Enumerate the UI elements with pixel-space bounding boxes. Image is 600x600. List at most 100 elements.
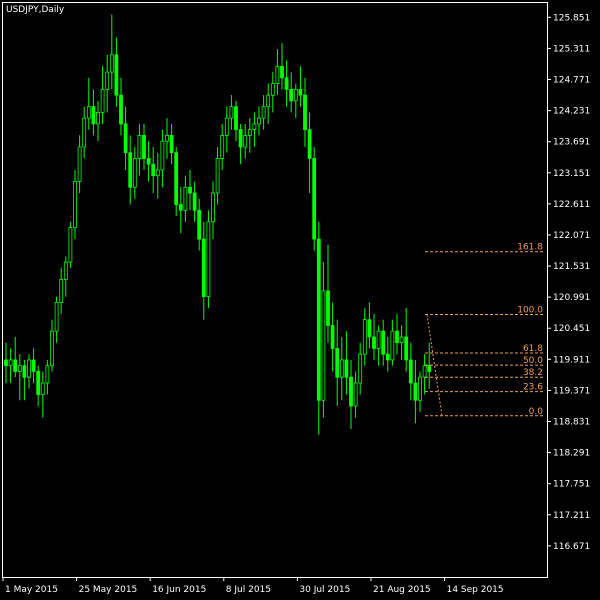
candle-body [146,158,151,165]
candle [50,319,54,372]
candle-body [91,106,96,125]
fibonacci-retracement: 161.8 100.0 61.8 50.0 38.2 23.6 0.0 [425,243,545,417]
candle-body [188,186,192,194]
y-tick-label: 123.691 [553,138,590,148]
candle-body [183,186,188,211]
candle-body [68,227,73,263]
candle-body [178,204,183,211]
candle [36,365,41,407]
candle [266,83,271,124]
candle [390,319,395,366]
candle [105,54,110,113]
fib-level-label: 100.0 [517,305,543,315]
y-tick-label: 120.991 [553,293,590,303]
candle-body [201,238,206,298]
candle-body [395,330,399,344]
candle-body [63,261,68,280]
candle-body [169,135,174,154]
candle [404,308,409,372]
chart-axes [2,2,548,578]
candle-body [289,88,294,102]
candle [238,123,243,165]
candle-body [27,359,31,378]
candle-body [137,135,142,159]
candle [211,181,215,240]
y-tick-label: 117.211 [553,511,590,521]
candle-body [312,158,317,240]
candle-body [422,365,427,378]
candle-body [73,181,77,228]
candle-body [413,382,418,401]
x-tick-label: 16 Jun 2015 [152,585,206,595]
fib-level-label: 38.2 [523,368,543,378]
candle-body [335,348,340,378]
candle [54,296,59,343]
candle-body [192,192,197,211]
candle [201,221,206,320]
candle-body [105,71,110,90]
candle [339,336,344,401]
fib-level-label: 61.8 [523,344,543,354]
candle [142,123,146,170]
candle-body [229,106,234,119]
candle-body [211,192,215,223]
candle [22,359,27,401]
candle [399,325,404,360]
candle [197,198,202,251]
candle [224,106,229,153]
candle [188,169,192,211]
candle [17,354,22,401]
candle-body [330,325,335,349]
candle-body [82,117,87,148]
candle-body [390,330,395,361]
candle [362,308,367,366]
candle-body [77,146,82,182]
candle [100,66,105,124]
candle-body [353,382,358,407]
y-tick-label: 116.671 [553,542,590,552]
candle [27,354,31,389]
candle-body [206,221,211,298]
candle [178,187,183,234]
candle [257,106,261,136]
candle [422,354,427,395]
candle [349,359,353,430]
candle [128,135,133,205]
candle [206,210,211,309]
x-tick-label: 30 Jul 2015 [299,585,350,595]
candle-body [303,94,307,131]
candle-body [224,117,229,136]
candle-body [427,365,432,372]
candle-body [151,163,156,177]
candle-body [220,135,225,159]
candle [119,77,123,136]
candle [303,77,307,147]
candle [353,371,358,418]
candle [73,169,77,240]
candle [77,135,82,193]
candle-body [86,106,91,119]
candle [40,371,45,418]
candle [132,146,137,199]
x-tick-label: 25 May 2015 [79,585,138,595]
candle-body [385,353,390,361]
candle [372,313,376,360]
candle-body [326,290,330,326]
x-tick-label: 8 Jul 2015 [226,585,271,595]
candle-body [404,336,409,361]
candle-body [215,158,220,194]
candle [312,146,317,251]
y-tick-label: 118.831 [553,417,590,427]
candle-body [128,152,133,188]
candle-body [261,106,266,119]
candle-body [257,117,261,125]
candle [275,49,280,96]
candle-body [17,365,22,372]
candle-body [298,88,303,96]
candle [169,123,174,165]
y-tick-label: 122.611 [553,200,590,210]
candle-body [109,54,114,73]
candle-body [31,359,36,372]
candle [68,221,73,268]
